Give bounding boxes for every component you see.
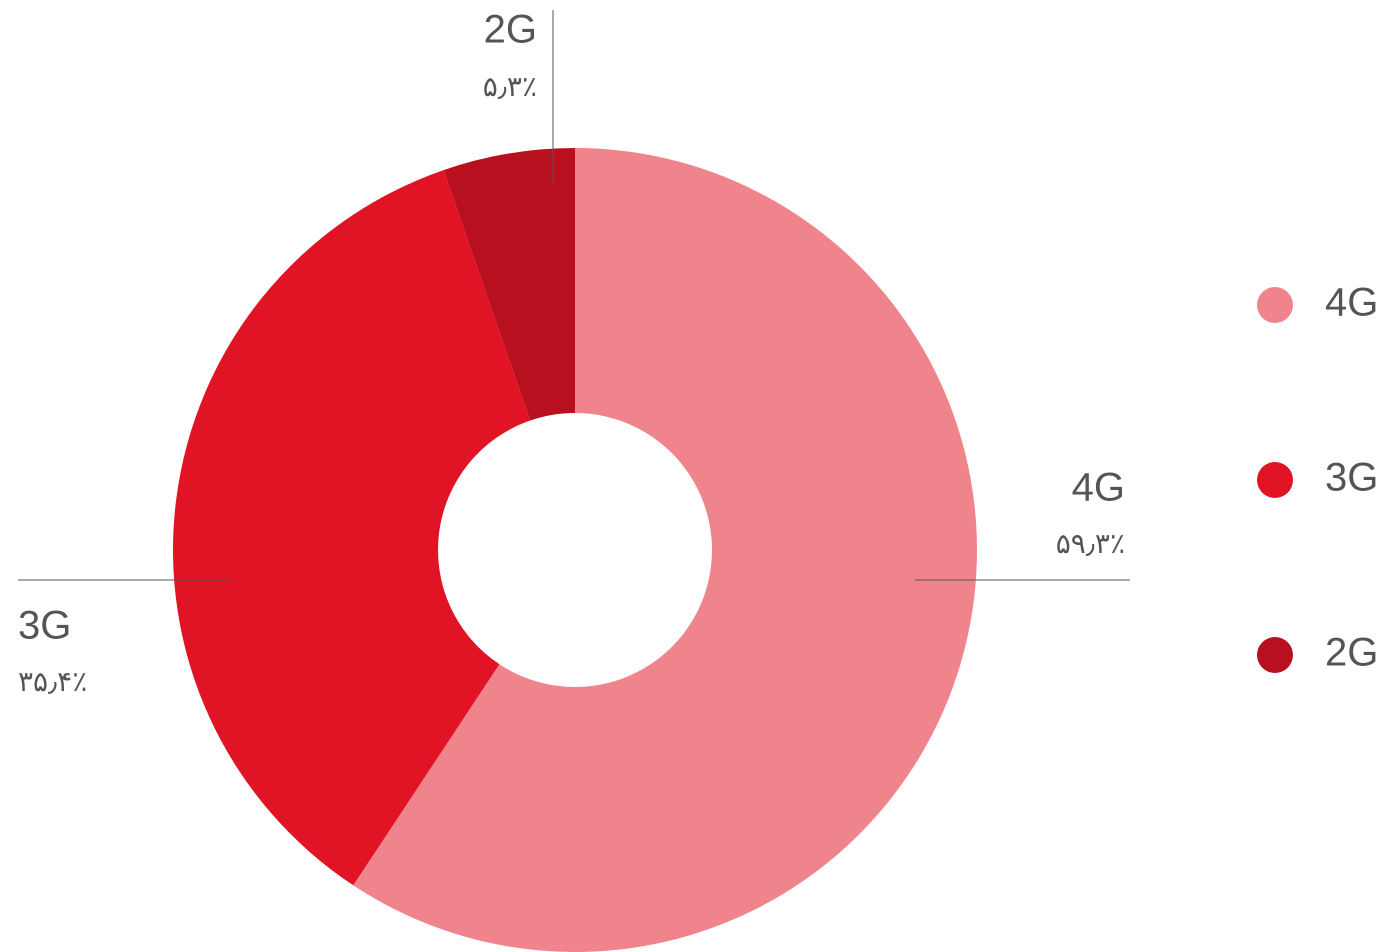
slice-label: 4G	[1072, 466, 1125, 510]
legend-label: 2G	[1325, 631, 1378, 675]
slice-value-label: ۵۹٫۳٪	[1056, 527, 1125, 560]
donut-slice	[443, 148, 575, 421]
legend-swatch	[1257, 637, 1293, 673]
legend-label: 4G	[1325, 281, 1378, 325]
legend-label: 3G	[1325, 456, 1378, 500]
slice-value-label: ۵٫۳٪	[483, 70, 537, 103]
slice-value-label: ۳۵٫۴٪	[18, 665, 87, 698]
legend-swatch	[1257, 287, 1293, 323]
donut-slice	[353, 148, 977, 952]
donut-slice	[173, 170, 531, 886]
legend-swatch	[1257, 462, 1293, 498]
slice-label: 3G	[18, 604, 71, 648]
slice-label: 2G	[484, 8, 537, 52]
